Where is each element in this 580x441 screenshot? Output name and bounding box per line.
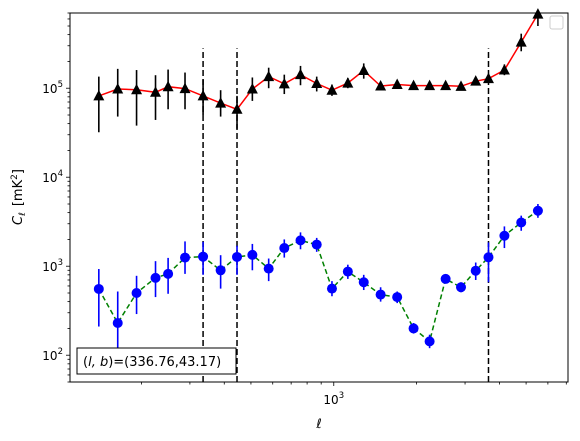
series-1-point (197, 89, 209, 101)
series-1-point (231, 103, 243, 114)
axis-ticks (66, 12, 567, 386)
series-1-point (311, 77, 323, 88)
series-2-point (375, 289, 386, 300)
series-2-point (215, 265, 226, 276)
series-1-point (215, 97, 227, 108)
series-2-point (247, 249, 258, 260)
series-1-point (112, 82, 124, 94)
series-1-point (326, 84, 338, 95)
series-1-point (424, 79, 436, 91)
series-2-point (295, 235, 306, 246)
series-2-point (424, 336, 435, 347)
y-tick-label: 103 (42, 258, 63, 274)
tick-labels: 103 102 103 104 105 (42, 80, 344, 407)
series-1-point (455, 80, 467, 91)
series-2-point (342, 266, 353, 277)
series-1-point (295, 68, 307, 80)
series-1-point (375, 79, 387, 91)
series-2-point (150, 272, 161, 283)
series-1-point (246, 82, 258, 94)
series-1-point (515, 36, 527, 47)
series-markers (93, 8, 544, 347)
series-2-point (358, 277, 369, 288)
series-2-line (98, 210, 539, 343)
series-2-point (263, 263, 274, 274)
series-1-point (278, 77, 290, 89)
series-1-line (98, 13, 539, 111)
y-axis-label: Cℓ[mK2] (10, 169, 28, 225)
series-2-point (311, 239, 322, 250)
series-2-point (112, 318, 123, 329)
series-1-point (150, 86, 162, 97)
vertical-reference-lines (202, 48, 490, 382)
series-1-point (342, 77, 354, 88)
plot-background (70, 13, 568, 382)
series-1-point (93, 89, 105, 101)
series-2-point (470, 265, 481, 276)
series-2-point (483, 252, 494, 263)
series-1-point (263, 70, 275, 82)
series-2-point (499, 230, 510, 241)
series-2-point (326, 283, 337, 294)
series-2-point (163, 268, 174, 279)
series-1-point (470, 75, 482, 86)
series-2-point (392, 292, 403, 303)
annotation-box (76, 347, 237, 375)
series-1-point (498, 64, 510, 75)
series-2-point (131, 288, 142, 299)
y-tick-label: 105 (42, 80, 63, 96)
series-2-point (408, 323, 419, 334)
series-1-point (131, 83, 143, 95)
series-2-point (198, 251, 209, 262)
series-1-point (482, 72, 494, 84)
series-2-point (232, 251, 243, 262)
series-2-point (93, 283, 104, 294)
series-2-point (440, 273, 451, 284)
annotation-text: (l, b)=(336.76,43.17) (83, 355, 221, 370)
series-1-point (179, 82, 191, 94)
series-2-point (516, 217, 527, 228)
series-2-point (532, 205, 543, 216)
y-tick-label: 102 (42, 347, 63, 363)
y-tick-label: 104 (42, 169, 63, 185)
series-2-point (456, 282, 467, 293)
series-1-point (358, 64, 370, 76)
legend-box (549, 15, 564, 30)
x-axis-label: ℓ (315, 417, 321, 432)
series-1-point (408, 79, 420, 91)
series-2-point (180, 252, 191, 263)
series-1-point (162, 80, 174, 92)
series-lines (98, 13, 539, 343)
series-2-point (279, 243, 290, 254)
series-1-point (391, 78, 403, 90)
plot-frame (69, 12, 569, 383)
x-tick-label: 103 (323, 391, 344, 407)
series-1-point (440, 79, 452, 91)
